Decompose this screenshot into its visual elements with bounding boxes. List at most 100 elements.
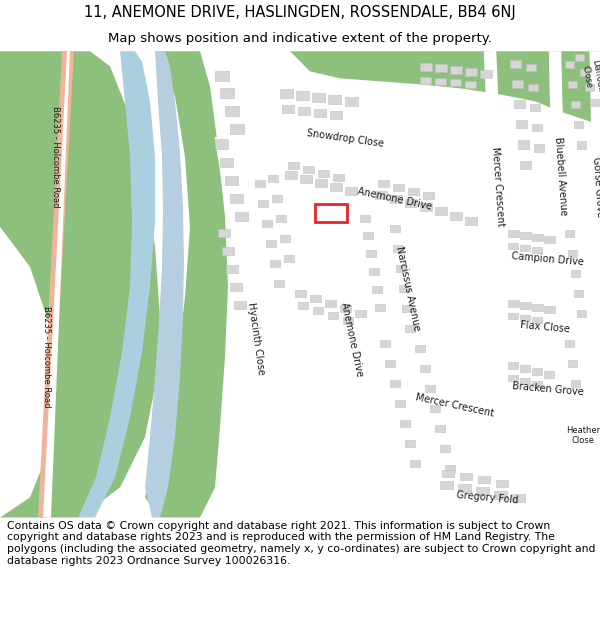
Bar: [508, 313, 518, 319]
Bar: [280, 235, 290, 242]
Text: Heather
Close: Heather Close: [566, 426, 600, 445]
Bar: [310, 295, 321, 302]
Bar: [445, 466, 455, 472]
Bar: [420, 202, 432, 211]
Bar: [225, 106, 239, 116]
Bar: [298, 107, 310, 116]
Bar: [282, 106, 294, 113]
Bar: [532, 317, 542, 323]
Bar: [520, 302, 531, 309]
Bar: [295, 290, 306, 297]
Bar: [218, 229, 230, 237]
Bar: [420, 63, 432, 71]
Bar: [585, 84, 594, 91]
Bar: [215, 71, 229, 81]
Bar: [369, 268, 379, 275]
Bar: [400, 420, 410, 428]
Text: Gorse Grove: Gorse Grove: [591, 156, 600, 217]
Text: Anemone Drive: Anemone Drive: [339, 301, 365, 377]
Bar: [568, 250, 577, 257]
Bar: [393, 245, 403, 252]
Bar: [512, 494, 525, 502]
Bar: [396, 265, 406, 272]
Bar: [366, 250, 376, 257]
Bar: [313, 307, 323, 314]
Bar: [577, 310, 586, 317]
Bar: [580, 69, 589, 76]
Bar: [528, 84, 538, 91]
Text: Bluebell Avenue: Bluebell Avenue: [553, 137, 569, 216]
Bar: [375, 304, 385, 311]
Bar: [340, 305, 351, 312]
Bar: [405, 199, 417, 207]
Bar: [355, 310, 366, 317]
Bar: [420, 78, 431, 84]
Text: B6235 - Holcombe Road: B6235 - Holcombe Road: [41, 306, 50, 408]
Bar: [378, 179, 389, 187]
Bar: [577, 141, 586, 149]
Bar: [520, 378, 530, 384]
Bar: [230, 283, 242, 291]
Polygon shape: [290, 51, 600, 126]
Bar: [435, 64, 447, 72]
Bar: [440, 481, 453, 489]
Bar: [328, 312, 338, 319]
Bar: [266, 240, 276, 247]
Bar: [534, 144, 544, 151]
Bar: [303, 166, 314, 172]
Bar: [526, 64, 536, 71]
Bar: [298, 302, 308, 309]
Polygon shape: [43, 51, 70, 518]
Bar: [532, 368, 542, 375]
Bar: [395, 400, 405, 408]
Bar: [460, 473, 472, 481]
Bar: [360, 215, 370, 222]
Bar: [520, 161, 531, 169]
Bar: [272, 194, 282, 202]
Bar: [575, 54, 584, 61]
Bar: [520, 365, 530, 372]
Bar: [571, 101, 580, 108]
Bar: [220, 158, 233, 166]
Text: Campion Drive: Campion Drive: [511, 251, 584, 267]
Text: Contains OS data © Crown copyright and database right 2021. This information is : Contains OS data © Crown copyright and d…: [7, 521, 596, 566]
Text: Flax Close: Flax Close: [520, 320, 570, 334]
Bar: [314, 109, 326, 118]
Bar: [514, 101, 525, 108]
Bar: [496, 481, 508, 488]
Bar: [532, 234, 543, 241]
Bar: [390, 225, 400, 232]
Bar: [512, 81, 523, 88]
Bar: [410, 461, 420, 468]
Bar: [520, 232, 531, 239]
Bar: [544, 306, 555, 313]
Bar: [333, 174, 344, 181]
Bar: [300, 174, 312, 182]
Bar: [415, 345, 425, 352]
Bar: [390, 380, 400, 387]
Bar: [571, 270, 580, 277]
Bar: [508, 362, 518, 369]
Bar: [450, 212, 462, 220]
Bar: [565, 61, 574, 68]
Bar: [343, 317, 353, 324]
Bar: [508, 375, 518, 381]
Bar: [532, 124, 542, 131]
Bar: [363, 232, 373, 239]
Bar: [288, 161, 299, 169]
Bar: [574, 290, 583, 297]
Bar: [458, 484, 471, 492]
Text: B6235 - Holcombe Road: B6235 - Holcombe Road: [50, 106, 59, 208]
Bar: [390, 194, 402, 202]
Bar: [590, 99, 599, 106]
Bar: [430, 405, 440, 412]
Bar: [423, 192, 434, 199]
Text: Bracken Grove: Bracken Grove: [512, 381, 584, 398]
Bar: [385, 360, 395, 367]
Bar: [296, 91, 309, 101]
Bar: [276, 215, 286, 222]
Text: Daffodil
Close: Daffodil Close: [580, 59, 600, 94]
Bar: [408, 188, 419, 194]
Bar: [380, 340, 390, 347]
Bar: [393, 184, 404, 191]
